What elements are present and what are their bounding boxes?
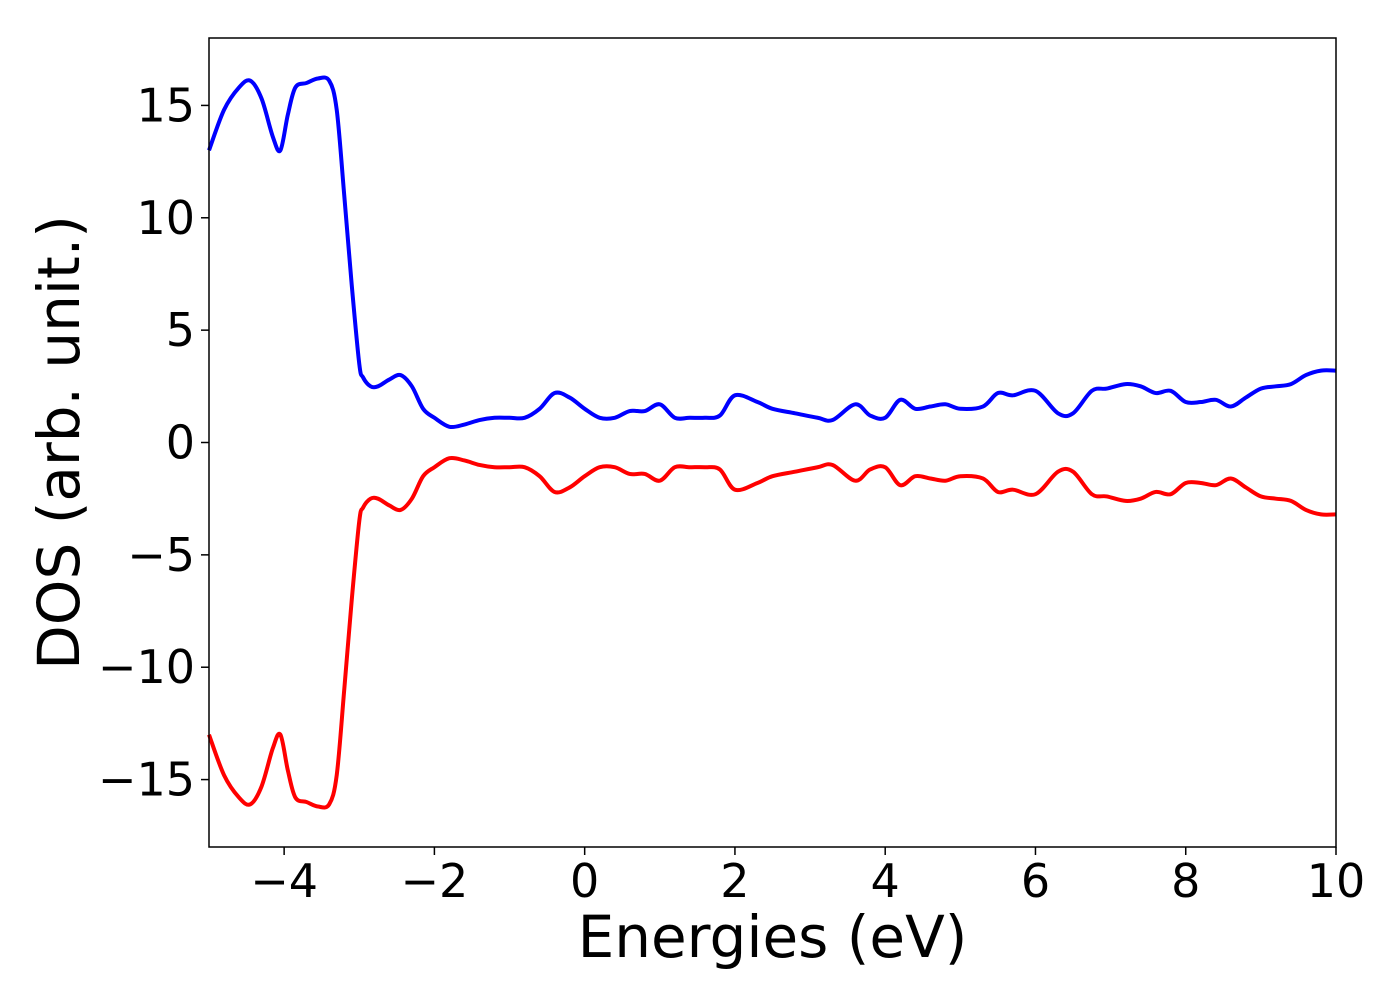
x-tick-label: 10 — [1307, 854, 1366, 908]
plot-frame — [208, 37, 1337, 848]
x-axis-label: Energies (eV) — [578, 903, 968, 971]
x-tick-label: 8 — [1171, 854, 1200, 908]
y-tick-label: −5 — [127, 528, 195, 582]
x-tick-label: 0 — [570, 854, 599, 908]
x-tick-label: −2 — [400, 854, 468, 908]
ticks-layer: −4 −2 0 2 4 6 8 10 −15 −10 −5 0 5 10 15 — [98, 78, 1365, 908]
x-tick-label: 6 — [1021, 854, 1050, 908]
y-tick-label: 0 — [166, 416, 195, 470]
series-line-2 — [207, 455, 1337, 810]
y-axis-label: DOS (arb. unit.) — [25, 215, 93, 670]
x-tick-label: −4 — [250, 854, 318, 908]
y-tick-label: 10 — [136, 191, 195, 245]
y-tick-label: 5 — [166, 303, 195, 357]
y-tick-label: −10 — [98, 640, 195, 694]
series-line-1 — [207, 75, 1337, 430]
x-tick-label: 4 — [871, 854, 900, 908]
series-layer — [207, 75, 1337, 810]
x-tick-label: 2 — [720, 854, 749, 908]
y-tick-label: 15 — [136, 78, 195, 132]
y-tick-label: −15 — [98, 753, 195, 807]
